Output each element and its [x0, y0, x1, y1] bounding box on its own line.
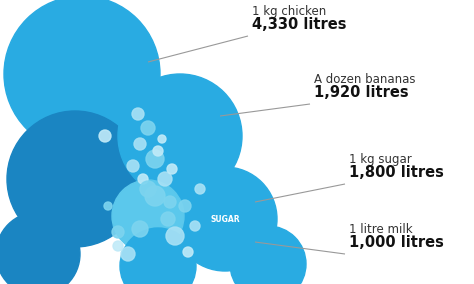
Circle shape — [104, 202, 112, 210]
Text: 1,000 litres: 1,000 litres — [349, 235, 444, 250]
Text: 1 kg sugar: 1 kg sugar — [349, 153, 412, 166]
Circle shape — [158, 172, 172, 186]
Circle shape — [183, 247, 193, 257]
Text: SUGAR: SUGAR — [210, 214, 240, 224]
Circle shape — [113, 241, 123, 251]
Circle shape — [190, 221, 200, 231]
Circle shape — [132, 221, 148, 237]
Circle shape — [145, 186, 165, 206]
Circle shape — [112, 180, 184, 252]
Circle shape — [161, 212, 175, 226]
Circle shape — [230, 226, 306, 284]
Circle shape — [140, 181, 156, 197]
Text: 4,330 litres: 4,330 litres — [252, 17, 346, 32]
Circle shape — [121, 247, 135, 261]
Circle shape — [179, 200, 191, 212]
Circle shape — [118, 74, 242, 198]
Circle shape — [164, 196, 176, 208]
Circle shape — [134, 138, 146, 150]
Text: 1 kg chicken: 1 kg chicken — [252, 5, 326, 18]
Circle shape — [146, 150, 164, 168]
Circle shape — [173, 167, 277, 271]
Circle shape — [7, 111, 143, 247]
Circle shape — [132, 108, 144, 120]
Text: A dozen bananas: A dozen bananas — [314, 73, 416, 86]
Text: 1 litre milk: 1 litre milk — [349, 223, 413, 236]
Circle shape — [158, 135, 166, 143]
Circle shape — [167, 164, 177, 174]
Circle shape — [195, 184, 205, 194]
Text: 1,920 litres: 1,920 litres — [314, 85, 409, 100]
Circle shape — [138, 174, 148, 184]
Circle shape — [112, 226, 124, 238]
Circle shape — [4, 0, 160, 152]
Circle shape — [120, 228, 196, 284]
Circle shape — [166, 227, 184, 245]
Circle shape — [127, 160, 139, 172]
Circle shape — [153, 146, 163, 156]
Circle shape — [141, 121, 155, 135]
Text: 1,800 litres: 1,800 litres — [349, 165, 444, 180]
Circle shape — [99, 130, 111, 142]
Circle shape — [0, 212, 80, 284]
